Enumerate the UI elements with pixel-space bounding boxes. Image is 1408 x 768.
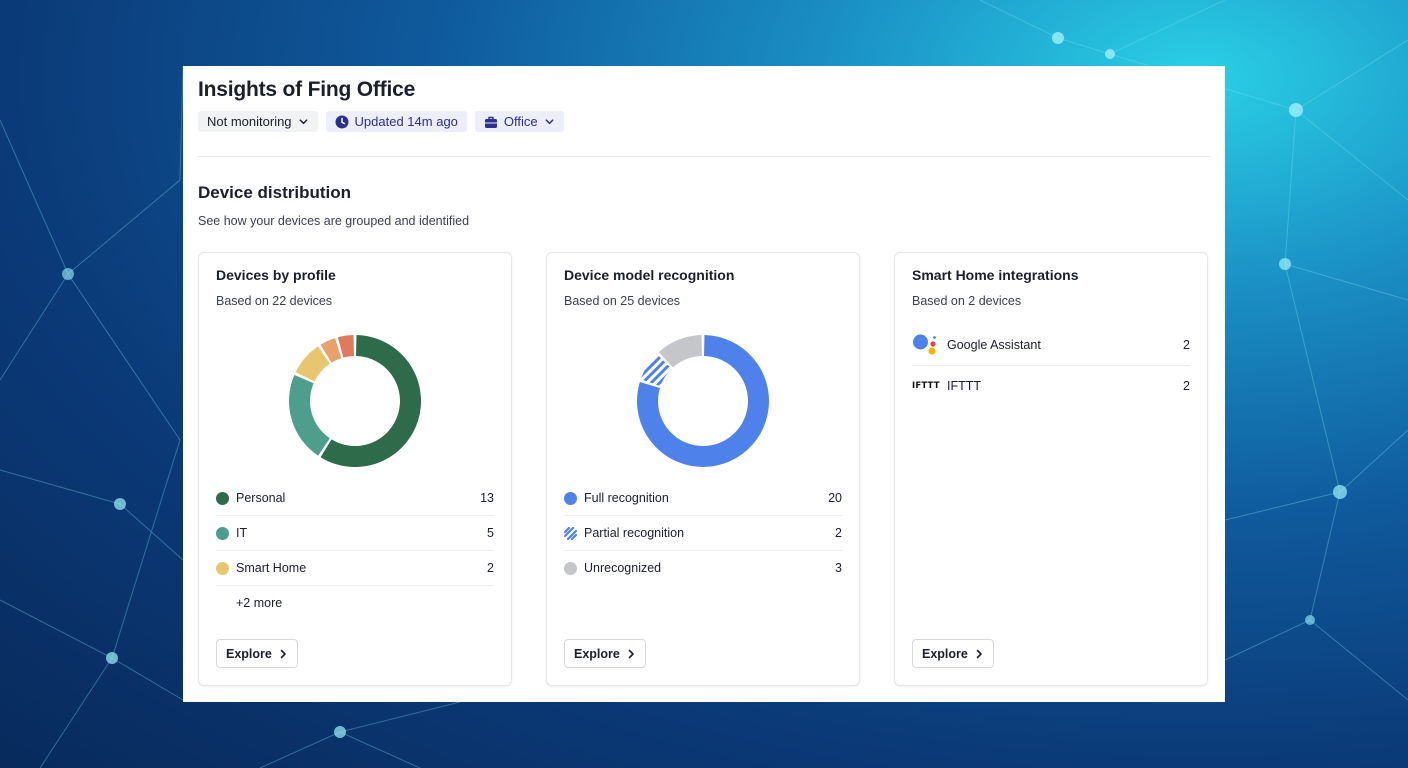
briefcase-icon: [484, 116, 497, 128]
chevron-down-icon: [545, 119, 554, 125]
chevron-right-icon: [976, 649, 982, 658]
integration-row-google-assistant[interactable]: Google Assistant 2: [912, 325, 1190, 366]
card-title: Device model recognition: [564, 267, 735, 283]
integration-label: IFTTT: [947, 379, 982, 393]
section-title: Device distribution: [198, 183, 352, 202]
legend-row-personal[interactable]: Personal 13: [216, 481, 494, 516]
legend-label: Unrecognized: [584, 561, 662, 575]
card-title: Devices by profile: [216, 267, 336, 283]
network-dropdown[interactable]: Office: [474, 111, 564, 132]
chevron-down-icon: [299, 119, 307, 125]
legend-dot: [216, 526, 229, 540]
legend-row-unrecognized[interactable]: Unrecognized 3: [564, 551, 842, 585]
legend-value: 2: [487, 561, 494, 575]
legend-dot: [564, 491, 577, 505]
model-legend: Full recognition 20 Partial recognition …: [564, 481, 842, 585]
network-label: Office: [503, 114, 538, 129]
chevron-right-icon: [628, 649, 634, 658]
ifttt-icon: IFTTT: [912, 381, 940, 391]
legend-value: 2: [835, 526, 842, 540]
card-subtitle: Based on 25 devices: [564, 294, 681, 308]
donut-slice-it[interactable]: [289, 374, 330, 456]
card-devices-by-profile: Devices by profile Based on 22 devices P…: [198, 252, 512, 686]
legend-label: Full recognition: [584, 491, 669, 505]
model-donut-chart[interactable]: [633, 331, 773, 471]
insights-panel: Insights of Fing Office Not monitoring U…: [183, 66, 1225, 702]
explore-button[interactable]: Explore: [216, 639, 298, 668]
updated-badge: Updated 14m ago: [325, 111, 467, 132]
chevron-right-icon: [280, 649, 286, 658]
legend-label: Smart Home: [236, 561, 307, 575]
legend-dot: [216, 561, 229, 575]
legend-label: Partial recognition: [584, 526, 685, 540]
striped-legend-icon: [564, 526, 577, 540]
legend-value: 20: [828, 491, 842, 505]
donut-slice-smart-home[interactable]: [295, 346, 330, 382]
donut-slice-other-2[interactable]: [337, 335, 354, 358]
integration-value: 2: [1183, 379, 1190, 393]
legend-value: 3: [835, 561, 842, 575]
profile-legend: Personal 13 IT 5 Smart Home 2 +2 more: [216, 481, 494, 620]
integration-value: 2: [1183, 338, 1190, 352]
updated-label: Updated 14m ago: [354, 114, 458, 129]
clock-icon: [335, 115, 349, 128]
section-subtitle: See how your devices are grouped and ide…: [198, 214, 470, 228]
integration-label: Google Assistant: [947, 338, 1041, 352]
legend-label: IT: [236, 526, 248, 540]
donut-slice-partial-recognition[interactable]: [640, 353, 672, 387]
donut-slice-unrecognized[interactable]: [658, 335, 702, 368]
legend-value: 13: [480, 491, 494, 505]
legend-row-full-recognition[interactable]: Full recognition 20: [564, 481, 842, 516]
google-assistant-icon: [912, 331, 940, 359]
profile-donut-chart[interactable]: [285, 331, 425, 471]
integration-row-ifttt[interactable]: IFTTT IFTTT 2: [912, 366, 1190, 406]
explore-button[interactable]: Explore: [912, 639, 994, 668]
legend-row-it[interactable]: IT 5: [216, 516, 494, 551]
monitoring-dropdown[interactable]: Not monitoring: [198, 111, 318, 132]
card-title: Smart Home integrations: [912, 267, 1079, 283]
legend-row-partial-recognition[interactable]: Partial recognition 2: [564, 516, 842, 551]
card-smart-home-integrations: Smart Home integrations Based on 2 devic…: [894, 252, 1208, 686]
donut-slice-full-recognition[interactable]: [637, 335, 769, 467]
donut-slice-personal[interactable]: [320, 335, 421, 467]
header-chips: Not monitoring Updated 14m ago Office: [198, 111, 564, 132]
explore-button[interactable]: Explore: [564, 639, 646, 668]
explore-label: Explore: [922, 646, 968, 661]
card-subtitle: Based on 2 devices: [912, 294, 1022, 308]
legend-dot: [564, 561, 577, 575]
donut-slice-other-1[interactable]: [320, 338, 342, 363]
more-link[interactable]: +2 more: [236, 596, 283, 610]
card-subtitle: Based on 22 devices: [216, 294, 333, 308]
explore-label: Explore: [574, 646, 620, 661]
card-device-model-recognition: Device model recognition Based on 25 dev…: [546, 252, 860, 686]
legend-value: 5: [487, 526, 494, 540]
page-title: Insights of Fing Office: [198, 78, 416, 101]
header-divider: [198, 156, 1210, 157]
explore-label: Explore: [226, 646, 272, 661]
ifttt-logo-text: IFTTT: [912, 381, 940, 391]
legend-dot: [216, 491, 229, 505]
integration-list: Google Assistant 2 IFTTT IFTTT 2: [912, 325, 1190, 406]
monitoring-label: Not monitoring: [207, 114, 292, 129]
legend-label: Personal: [236, 491, 286, 505]
legend-row-smart-home[interactable]: Smart Home 2: [216, 551, 494, 586]
